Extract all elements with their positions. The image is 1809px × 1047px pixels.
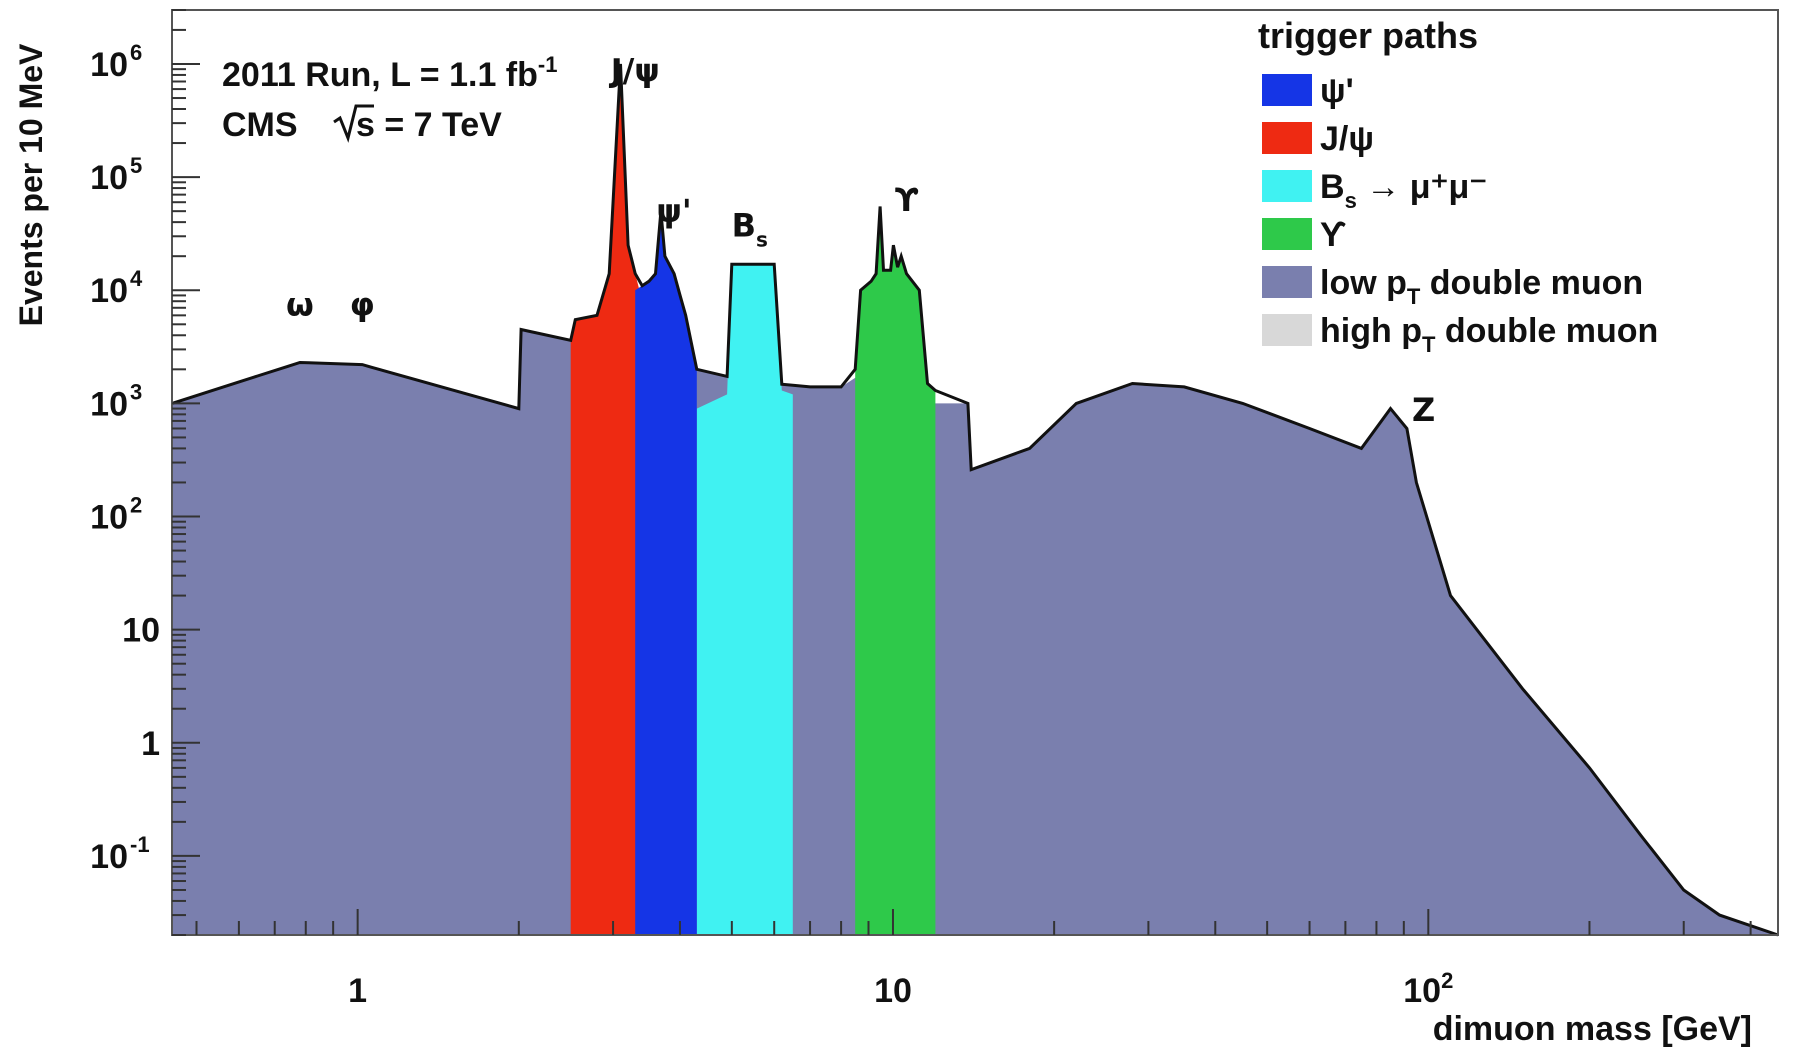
y-tick-label: 10 xyxy=(122,612,160,650)
y-tick-exponent: -1 xyxy=(130,832,150,857)
y-tick-exponent: 3 xyxy=(130,379,142,404)
run-luminosity-text: 2011 Run, L = 1.1 fb-1 xyxy=(222,52,557,94)
plot-border xyxy=(171,9,1779,936)
x-axis: 1 10 102 xyxy=(195,909,1752,1010)
area-series-2 xyxy=(696,264,793,935)
peak-label: ψ' xyxy=(656,192,691,230)
run-luminosity-main: 2011 Run, L = 1.1 fb xyxy=(222,56,538,94)
y-tick-label: 10 xyxy=(90,159,128,197)
total-envelope-line xyxy=(171,63,1779,937)
run-luminosity-exponent: -1 xyxy=(538,52,558,77)
legend-swatch xyxy=(1262,74,1312,106)
y-tick-exponent: 4 xyxy=(130,266,143,291)
y-tick-exponent: 5 xyxy=(130,153,142,178)
y-tick-label: 10 xyxy=(90,272,128,310)
area-series-4 xyxy=(635,211,697,935)
x-axis-title: dimuon mass [GeV] xyxy=(1433,1010,1752,1047)
x-tick-label: 102 xyxy=(1403,968,1453,1010)
legend-label: ϒ xyxy=(1320,216,1346,254)
cms-label: CMS xyxy=(222,106,298,144)
legend-title: trigger paths xyxy=(1258,15,1478,56)
x-tick-label: 1 xyxy=(348,972,367,1010)
y-tick-label: 10 xyxy=(90,385,128,423)
peak-label: J/ψ xyxy=(609,52,660,90)
legend-swatch xyxy=(1262,218,1312,250)
legend-label: low pT double muon xyxy=(1320,264,1643,309)
peak-label: ω xyxy=(286,285,314,323)
y-tick-label: 10 xyxy=(90,499,128,537)
peak-label: Bs xyxy=(732,206,768,251)
y-tick-label: 10 xyxy=(90,838,128,876)
y-axis-title: Events per 10 MeV xyxy=(13,43,49,326)
legend-label: Bs → μ⁺μ⁻ xyxy=(1320,168,1487,213)
y-tick-label: 1 xyxy=(141,725,160,763)
legend-label: J/ψ xyxy=(1320,120,1374,158)
energy-label: s = 7 TeV xyxy=(356,106,502,144)
peak-label: φ xyxy=(350,285,375,323)
plot-frame xyxy=(171,9,1779,936)
area-series-5 xyxy=(855,206,936,935)
y-tick-exponent: 6 xyxy=(130,40,142,65)
peak-annotations: ω φ J/ψ ψ' Bs ϒ Z xyxy=(286,52,1435,429)
legend-swatch xyxy=(1262,170,1312,202)
sqrt-symbol xyxy=(333,104,374,143)
legend-swatch xyxy=(1262,122,1312,154)
legend-swatch xyxy=(1262,314,1312,346)
peak-label: ϒ xyxy=(895,181,920,219)
run-info: 2011 Run, L = 1.1 fb-1 CMS s = 7 TeV xyxy=(222,52,557,144)
legend-swatch xyxy=(1262,266,1312,298)
peak-label: Z xyxy=(1412,391,1435,429)
legend-label: ψ' xyxy=(1320,72,1354,110)
plot-areas xyxy=(171,63,1779,937)
legend-label: high pT double muon xyxy=(1320,312,1658,357)
y-tick-label: 10 xyxy=(90,46,128,84)
x-tick-label: 10 xyxy=(874,972,912,1010)
y-tick-exponent: 2 xyxy=(130,493,142,518)
